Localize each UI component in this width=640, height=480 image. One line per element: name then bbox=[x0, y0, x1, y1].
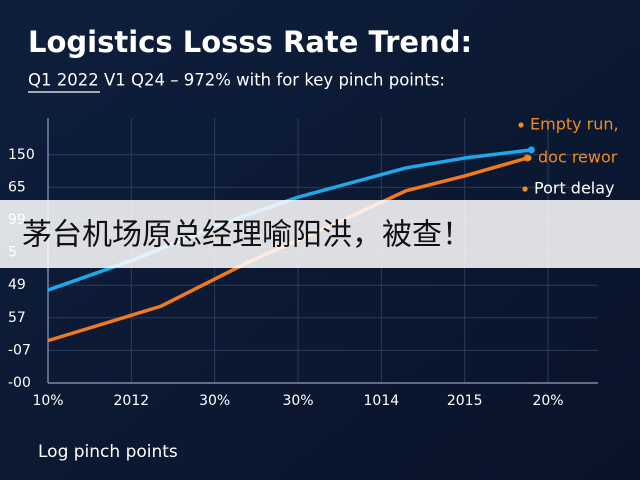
x-tick-label: 10% bbox=[32, 393, 63, 409]
chart-subtitle: Q1 2022 V1 Q24 – 972% with for key pinch… bbox=[28, 71, 445, 90]
banner bbox=[0, 200, 640, 268]
x-axis-label: Log pinch points bbox=[38, 442, 178, 462]
legend-bullet bbox=[526, 155, 532, 161]
legend-bullet bbox=[522, 186, 528, 192]
legend-bullet bbox=[518, 122, 524, 128]
legend: Empty run, doc rewor Port delay bbox=[518, 115, 619, 198]
y-tick-label: 57 bbox=[8, 310, 26, 326]
y-tick-label: 150 bbox=[8, 147, 35, 163]
x-tick-label: 30% bbox=[199, 393, 230, 409]
legend-label: Port delay bbox=[534, 179, 615, 198]
legend-label: Empty run, bbox=[530, 115, 619, 134]
banner-text: 茅台机场原总经理喻阳洪，被查！ bbox=[22, 218, 472, 253]
y-tick-label: -07 bbox=[8, 342, 31, 358]
x-tick-label: 1014 bbox=[364, 393, 400, 409]
x-tick-label: 2012 bbox=[114, 393, 150, 409]
end-marker bbox=[527, 146, 535, 154]
chart-title: Logistics Losss Rate Trend: bbox=[28, 25, 472, 59]
x-tick-label: 2015 bbox=[447, 393, 483, 409]
y-tick-label: 49 bbox=[8, 277, 26, 293]
y-tick-label: 65 bbox=[8, 179, 26, 195]
x-tick-label: 30% bbox=[282, 393, 313, 409]
x-tick-label: 20% bbox=[532, 393, 563, 409]
y-tick-label: -00 bbox=[8, 375, 31, 391]
legend-label: doc rewor bbox=[538, 148, 618, 167]
